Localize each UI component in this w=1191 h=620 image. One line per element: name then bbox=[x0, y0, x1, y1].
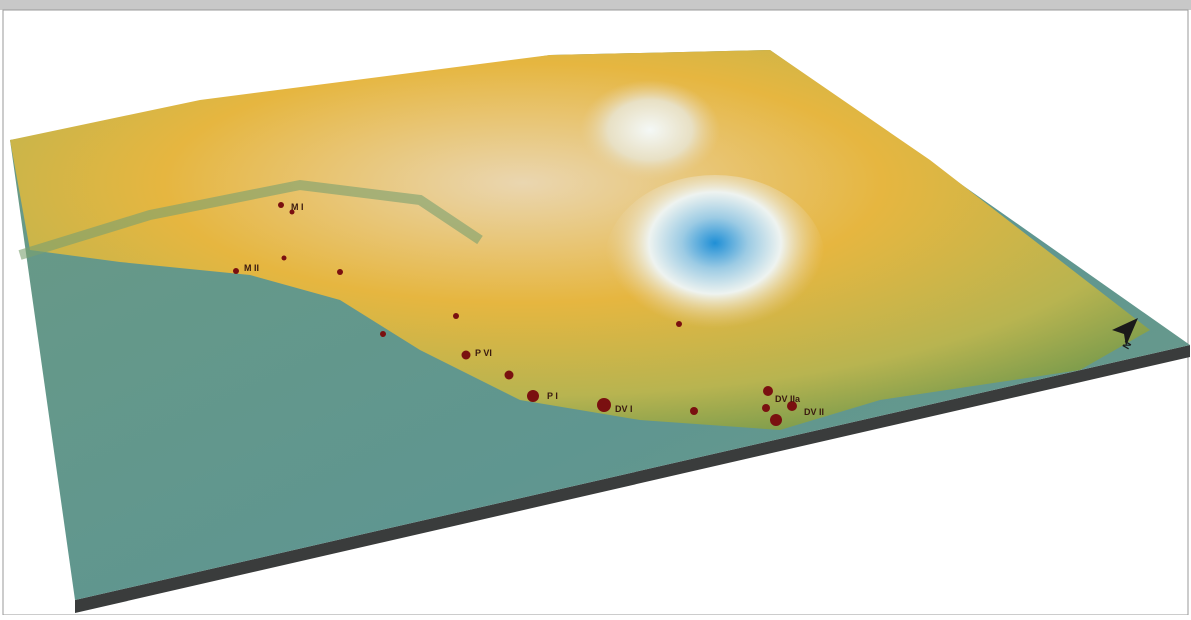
summit bbox=[605, 175, 825, 345]
site-markers bbox=[233, 202, 797, 426]
summit-north bbox=[580, 80, 720, 180]
site-label: M I bbox=[291, 202, 304, 212]
site-label: P VI bbox=[475, 348, 492, 358]
site-label: DV IIa bbox=[775, 394, 801, 404]
site-label: DV I bbox=[615, 404, 633, 414]
valley bbox=[18, 179, 483, 260]
title-bar bbox=[0, 0, 1191, 10]
north-arrow: N bbox=[1112, 318, 1138, 352]
base-edge bbox=[75, 345, 1190, 613]
north-label: N bbox=[1121, 340, 1134, 352]
site-label: DV II bbox=[804, 407, 824, 417]
site-label: P I bbox=[547, 391, 558, 401]
site-label: M II bbox=[244, 263, 259, 273]
highlands bbox=[10, 50, 1150, 430]
